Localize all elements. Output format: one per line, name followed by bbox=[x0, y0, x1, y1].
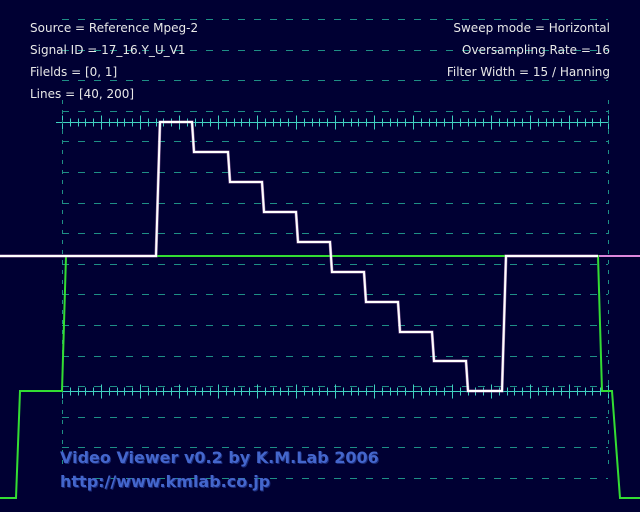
filter-width-label: Filter Width = 15 / Hanning bbox=[446, 65, 610, 79]
sweep-mode-label: Sweep mode = Horizontal bbox=[453, 21, 610, 35]
signal-id-label: Signal ID = 17_16.Y_U_V1 bbox=[30, 43, 186, 57]
website-url-banner: http://www.kmlab.co.jp bbox=[60, 472, 271, 491]
oversampling-label: Oversampling Rate = 16 bbox=[462, 43, 610, 57]
app-title-banner: Video Viewer v0.2 by K.M.Lab 2006 bbox=[60, 448, 379, 467]
sweep-info-panel: Sweep mode = Horizontal Oversampling Rat… bbox=[447, 17, 610, 83]
signal-info-panel: Source = Reference Mpeg-2 Signal ID = 17… bbox=[30, 17, 198, 105]
lines-label: Lines = [40, 200] bbox=[30, 87, 135, 101]
luma-trace bbox=[0, 121, 598, 392]
fields-label: Filelds = [0, 1] bbox=[30, 65, 118, 79]
graticule-grid bbox=[56, 19, 609, 479]
source-label: Source = Reference Mpeg-2 bbox=[30, 21, 199, 35]
waveform-traces bbox=[0, 120, 640, 499]
